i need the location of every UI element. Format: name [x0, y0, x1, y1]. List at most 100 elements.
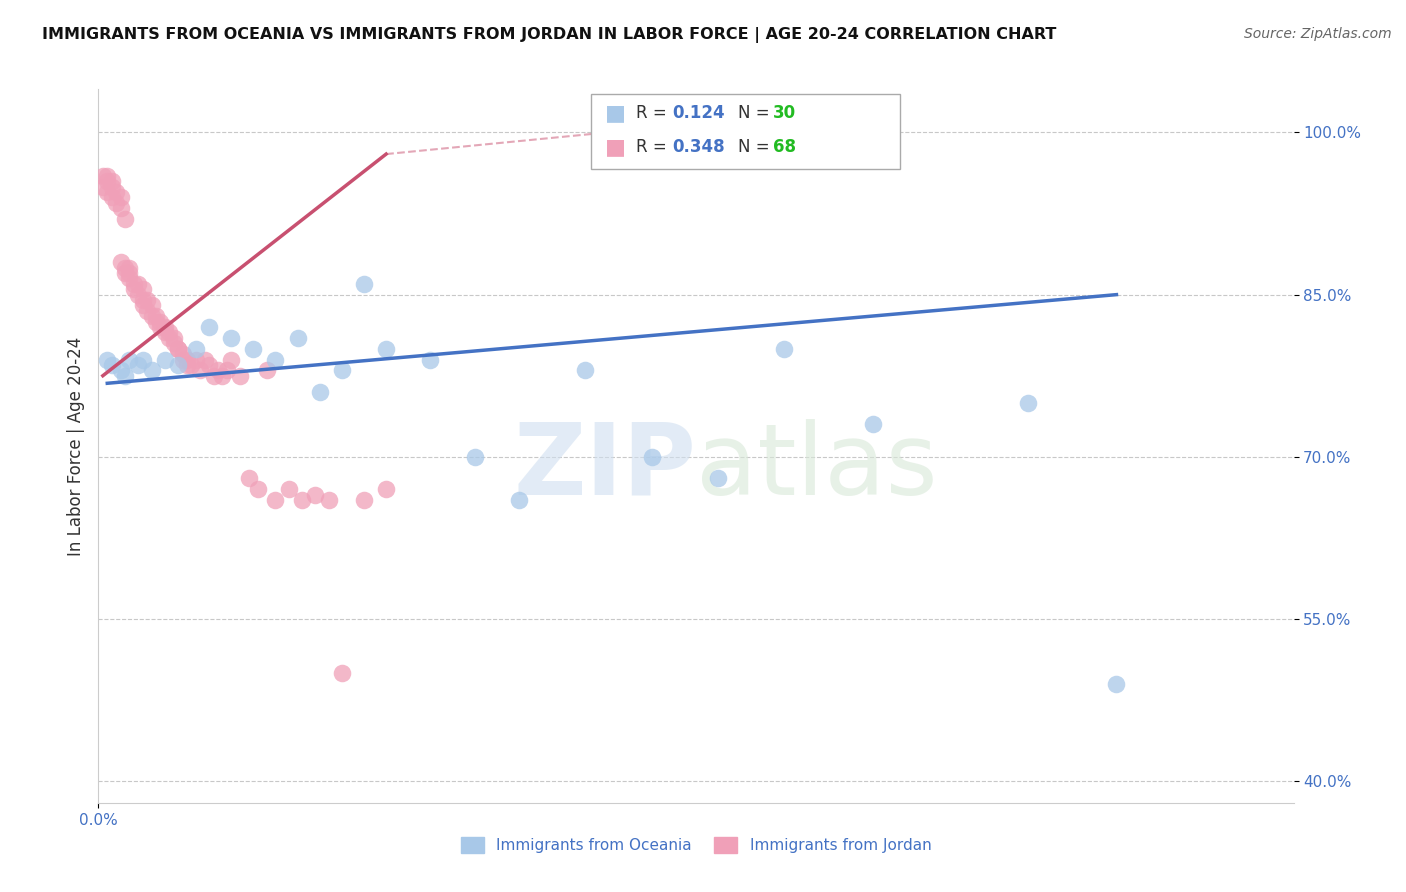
Point	[114, 211, 136, 226]
Point	[105, 185, 128, 199]
Point	[184, 342, 207, 356]
Point	[127, 358, 149, 372]
Text: N =: N =	[738, 138, 775, 156]
Point	[96, 185, 118, 199]
Point	[167, 342, 190, 356]
Point	[127, 287, 149, 301]
Text: 30: 30	[773, 104, 796, 122]
Point	[353, 493, 375, 508]
Point	[184, 352, 207, 367]
Point	[122, 282, 145, 296]
Point	[118, 352, 141, 367]
Point	[91, 169, 114, 183]
Point	[110, 190, 132, 204]
Point	[198, 320, 221, 334]
Point	[110, 255, 132, 269]
Text: R =: R =	[636, 138, 672, 156]
Point	[114, 368, 136, 383]
Text: R =: R =	[636, 104, 672, 122]
Point	[318, 493, 340, 508]
Point	[202, 368, 225, 383]
Text: 0.348: 0.348	[672, 138, 724, 156]
Point	[91, 179, 114, 194]
Point	[153, 326, 176, 340]
Text: atlas: atlas	[696, 419, 938, 516]
Point	[141, 310, 163, 324]
Point	[100, 358, 122, 372]
Point	[127, 277, 149, 291]
Point	[176, 358, 198, 372]
Point	[773, 342, 796, 356]
Text: 68: 68	[773, 138, 796, 156]
Point	[188, 363, 211, 377]
Point	[145, 315, 167, 329]
Point	[194, 352, 217, 367]
Point	[308, 384, 330, 399]
Point	[419, 352, 441, 367]
Point	[207, 363, 229, 377]
Point	[136, 303, 159, 318]
Point	[131, 352, 153, 367]
Point	[114, 260, 136, 275]
Point	[707, 471, 730, 485]
Point	[114, 266, 136, 280]
Point	[118, 266, 141, 280]
Point	[131, 282, 153, 296]
Point	[153, 320, 176, 334]
Point	[264, 493, 287, 508]
Point	[118, 260, 141, 275]
Point	[1017, 396, 1039, 410]
Point	[167, 358, 190, 372]
Point	[330, 363, 353, 377]
Point	[291, 493, 314, 508]
Y-axis label: In Labor Force | Age 20-24: In Labor Force | Age 20-24	[66, 336, 84, 556]
Point	[172, 347, 194, 361]
Point	[163, 336, 186, 351]
Point	[100, 190, 122, 204]
Point	[141, 363, 163, 377]
Point	[157, 326, 180, 340]
Point	[100, 174, 122, 188]
Point	[238, 471, 260, 485]
Point	[149, 315, 172, 329]
Point	[131, 298, 153, 312]
Point	[141, 298, 163, 312]
Text: ■: ■	[605, 137, 626, 157]
Point	[131, 293, 153, 307]
Point	[219, 331, 242, 345]
Point	[172, 352, 194, 367]
Text: Source: ZipAtlas.com: Source: ZipAtlas.com	[1244, 27, 1392, 41]
Point	[862, 417, 884, 432]
Point	[229, 368, 252, 383]
Point	[215, 363, 238, 377]
Point	[242, 342, 264, 356]
Point	[1105, 677, 1128, 691]
Point	[110, 363, 132, 377]
Text: IMMIGRANTS FROM OCEANIA VS IMMIGRANTS FROM JORDAN IN LABOR FORCE | AGE 20-24 COR: IMMIGRANTS FROM OCEANIA VS IMMIGRANTS FR…	[42, 27, 1056, 43]
Point	[211, 368, 233, 383]
Point	[277, 482, 299, 496]
Point	[180, 358, 202, 372]
Point	[136, 293, 159, 307]
Point	[96, 169, 118, 183]
Point	[122, 277, 145, 291]
Point	[157, 331, 180, 345]
Point	[163, 331, 186, 345]
Point	[246, 482, 269, 496]
Point	[464, 450, 486, 464]
Point	[96, 352, 118, 367]
Point	[256, 363, 278, 377]
Text: N =: N =	[738, 104, 775, 122]
Point	[176, 352, 198, 367]
Text: 0.124: 0.124	[672, 104, 724, 122]
Point	[330, 666, 353, 681]
Point	[508, 493, 530, 508]
Point	[375, 342, 398, 356]
Point	[100, 179, 122, 194]
Point	[167, 342, 190, 356]
Point	[105, 195, 128, 210]
Legend: Immigrants from Oceania, Immigrants from Jordan: Immigrants from Oceania, Immigrants from…	[454, 831, 938, 859]
Text: ZIP: ZIP	[513, 419, 696, 516]
Point	[198, 358, 221, 372]
Point	[118, 271, 141, 285]
